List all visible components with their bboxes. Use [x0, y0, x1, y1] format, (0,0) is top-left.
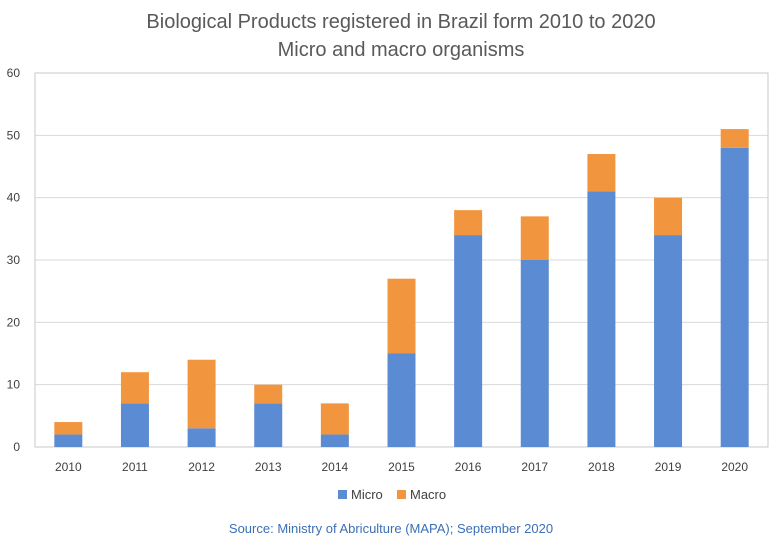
bar-macro-2010	[54, 422, 83, 435]
x-tick-label: 2017	[521, 460, 548, 474]
chart-title: Biological Products registered in Brazil…	[146, 11, 655, 33]
y-axis-ticks: 0 10 20 30 40 50 60	[7, 66, 21, 454]
bar-macro-2013	[254, 384, 283, 404]
x-tick-label: 2016	[455, 460, 482, 474]
y-tick-label: 60	[7, 66, 21, 80]
legend-swatch-macro	[397, 490, 406, 499]
bar-micro-2018	[587, 191, 616, 447]
y-tick-label: 20	[7, 315, 21, 329]
y-tick-label: 30	[7, 253, 21, 267]
chart-subtitle: Micro and macro organisms	[278, 39, 525, 61]
x-tick-label: 2013	[255, 460, 282, 474]
legend-label-micro: Micro	[351, 487, 383, 502]
x-tick-label: 2018	[588, 460, 615, 474]
bar-macro-2018	[587, 154, 616, 192]
x-tick-label: 2014	[322, 460, 349, 474]
x-tick-label: 2010	[55, 460, 82, 474]
x-tick-label: 2019	[655, 460, 682, 474]
bar-micro-2016	[454, 235, 483, 447]
source-note: Source: Ministry of Abriculture (MAPA); …	[229, 521, 553, 536]
bar-micro-2012	[187, 428, 216, 447]
bar-macro-2012	[187, 359, 216, 429]
bar-macro-2016	[454, 210, 483, 236]
bar-macro-2011	[120, 372, 149, 404]
legend-swatch-micro	[338, 490, 347, 499]
bar-macro-2017	[520, 216, 549, 260]
bar-micro-2015	[387, 353, 416, 447]
x-tick-label: 2015	[388, 460, 415, 474]
bar-macro-2014	[320, 403, 349, 435]
bar-macro-2020	[720, 129, 749, 148]
bar-macro-2019	[654, 197, 683, 236]
legend-label-macro: Macro	[410, 487, 446, 502]
bar-micro-2017	[520, 260, 549, 447]
legend: Micro Macro	[338, 487, 446, 502]
bar-micro-2014	[320, 434, 349, 447]
y-tick-label: 40	[7, 191, 21, 205]
bar-micro-2019	[654, 235, 683, 447]
gridlines	[35, 134, 768, 386]
bar-macro-2015	[387, 278, 416, 354]
bars	[54, 129, 749, 448]
bar-micro-2011	[120, 403, 149, 447]
bar-micro-2013	[254, 403, 283, 447]
bar-micro-2010	[54, 434, 83, 447]
x-tick-label: 2011	[122, 460, 148, 474]
x-tick-label: 2020	[721, 460, 748, 474]
bar-micro-2020	[720, 147, 749, 448]
x-tick-label: 2012	[188, 460, 215, 474]
y-tick-label: 0	[13, 440, 20, 454]
y-tick-label: 50	[7, 128, 21, 142]
x-axis-ticks: 2010 2011 2012 2013 2014 2015 2016 2017 2018 2019…	[55, 460, 748, 474]
y-tick-label: 10	[7, 378, 21, 392]
